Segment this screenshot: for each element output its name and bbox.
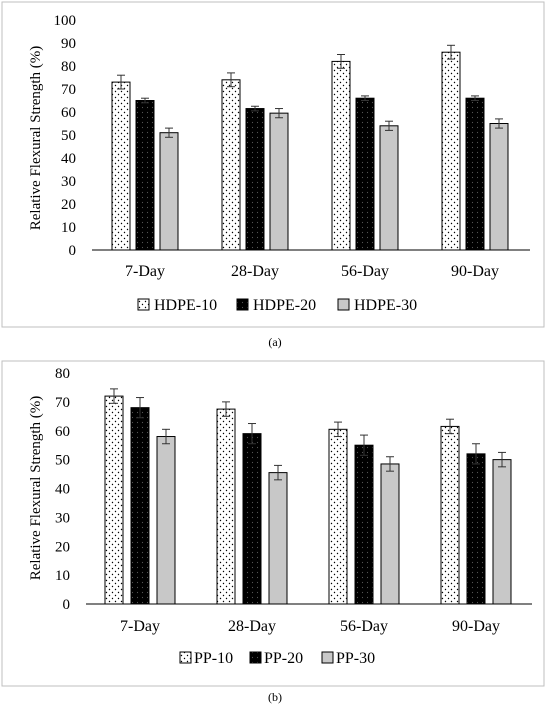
panel-b-y-axis-label: Relative Flexural Strength (%) (28, 396, 44, 581)
bar-pp-10-7-day (104, 395, 124, 605)
error-bar-hdpe-10-56-day (337, 54, 345, 69)
y-tick-label: 90 (61, 36, 76, 52)
panel-a-y-axis-label: Relative Flexural Strength (%) (28, 46, 44, 231)
y-tick-label: 80 (55, 366, 70, 382)
error-bar-hdpe-20-90-day (471, 95, 479, 101)
error-bar-hdpe-30-7-day (165, 127, 173, 138)
bar-hdpe-20-28-day (245, 108, 265, 251)
bar-pp-10-90-day (440, 425, 460, 605)
y-tick-label: 50 (55, 453, 70, 469)
error-bar-pp-10-90-day (446, 418, 454, 435)
error-bar-hdpe-10-28-day (227, 72, 235, 88)
legend-swatch-hdpe-20 (236, 298, 249, 311)
y-tick-label: 40 (55, 482, 70, 498)
error-bar-hdpe-30-28-day (275, 108, 283, 119)
legend-swatch-hdpe-30 (337, 298, 350, 311)
x-tick-label: 56-Day (341, 263, 389, 280)
bar-hdpe-20-56-day (355, 97, 375, 251)
panel-a-caption: (a) (268, 335, 281, 349)
bar-hdpe-10-28-day (221, 79, 241, 251)
error-bar-pp-10-7-day (110, 388, 118, 404)
chart-panel-b: Relative Flexural Strength (%) 0 10 20 30 40… (1, 360, 545, 687)
bar-hdpe-20-90-day (465, 97, 485, 251)
legend-label-hdpe-20: HDPE-20 (253, 297, 316, 314)
y-tick-label: 40 (61, 151, 76, 167)
bar-hdpe-30-56-day (379, 125, 399, 251)
error-bar-hdpe-10-7-day (117, 74, 125, 90)
x-tick-label: 7-Day (120, 618, 160, 635)
y-tick-label: 50 (61, 128, 76, 144)
bar-pp-20-56-day (354, 444, 374, 605)
error-bar-hdpe-20-56-day (361, 95, 369, 101)
bar-hdpe-20-7-day (135, 100, 155, 251)
bar-hdpe-30-28-day (269, 112, 289, 251)
legend-swatch-hdpe-10 (137, 298, 150, 311)
error-bar-hdpe-20-28-day (251, 105, 259, 112)
x-tick-label: 90-Day (452, 618, 500, 635)
error-bar-pp-20-7-day (136, 397, 144, 419)
bar-pp-20-90-day (466, 453, 486, 605)
legend-label-hdpe-10: HDPE-10 (154, 297, 217, 314)
x-tick-label: 7-Day (125, 263, 165, 280)
panel-a-legend: HDPE-10 HDPE-20 HDPE-30 (137, 297, 417, 314)
panel-b-legend: PP-10 PP-20 PP-30 (179, 650, 375, 667)
error-bar-pp-10-28-day (222, 401, 230, 417)
legend-label-pp-30: PP-30 (336, 650, 375, 667)
error-bar-pp-30-28-day (274, 464, 282, 481)
y-tick-label: 20 (61, 197, 76, 213)
y-tick-label: 30 (61, 174, 76, 190)
y-tick-label: 60 (55, 424, 70, 440)
bar-pp-30-7-day (156, 436, 176, 605)
y-tick-label: 70 (61, 82, 76, 98)
y-tick-label: 10 (55, 568, 70, 584)
y-tick-label: 80 (61, 59, 76, 75)
legend-swatch-pp-30 (321, 651, 334, 664)
error-bar-pp-30-90-day (498, 451, 506, 468)
error-bar-hdpe-30-56-day (385, 120, 393, 131)
legend-swatch-pp-10 (179, 651, 192, 664)
error-bar-pp-20-90-day (472, 443, 480, 465)
bar-pp-30-28-day (268, 472, 288, 605)
error-bar-hdpe-20-7-day (141, 97, 149, 104)
error-bar-hdpe-10-90-day (447, 44, 455, 60)
x-tick-label: 56-Day (340, 618, 388, 635)
bar-hdpe-30-7-day (159, 132, 179, 251)
error-bar-pp-20-28-day (248, 423, 256, 445)
legend-swatch-pp-20 (249, 651, 262, 664)
legend-label-pp-10: PP-10 (194, 650, 233, 667)
y-tick-label: 0 (69, 243, 77, 259)
bar-pp-20-7-day (130, 407, 150, 605)
error-bar-pp-20-56-day (360, 434, 368, 456)
bar-pp-10-28-day (216, 408, 236, 605)
error-bar-pp-30-7-day (162, 428, 170, 445)
bar-pp-30-56-day (380, 463, 400, 605)
bar-pp-10-56-day (328, 428, 348, 605)
bar-hdpe-10-56-day (331, 60, 351, 251)
bar-hdpe-10-90-day (441, 51, 461, 251)
x-tick-label: 90-Day (451, 263, 499, 280)
bar-hdpe-30-90-day (489, 123, 509, 251)
y-tick-label: 100 (54, 13, 77, 29)
legend-label-hdpe-30: HDPE-30 (354, 297, 417, 314)
error-bar-pp-10-56-day (334, 421, 342, 438)
bar-pp-20-28-day (242, 433, 262, 605)
error-bar-pp-30-56-day (386, 456, 394, 472)
legend-label-pp-20: PP-20 (264, 650, 303, 667)
y-tick-label: 10 (61, 220, 76, 236)
bar-hdpe-10-7-day (111, 81, 131, 251)
panel-b-caption: (b) (268, 690, 282, 704)
x-tick-label: 28-Day (228, 618, 276, 635)
panel-b-border (1, 360, 545, 687)
chart-panel-a: Relative Flexural Strength (%) 0 10 20 30 40… (1, 1, 545, 328)
bar-pp-30-90-day (492, 459, 512, 605)
y-tick-label: 30 (55, 510, 70, 526)
y-tick-label: 70 (55, 395, 70, 411)
x-tick-label: 28-Day (231, 263, 279, 280)
panel-a-border (1, 1, 545, 328)
y-tick-label: 0 (63, 597, 71, 613)
y-tick-label: 20 (55, 539, 70, 555)
error-bar-hdpe-30-90-day (495, 118, 503, 129)
y-tick-label: 60 (61, 105, 76, 121)
